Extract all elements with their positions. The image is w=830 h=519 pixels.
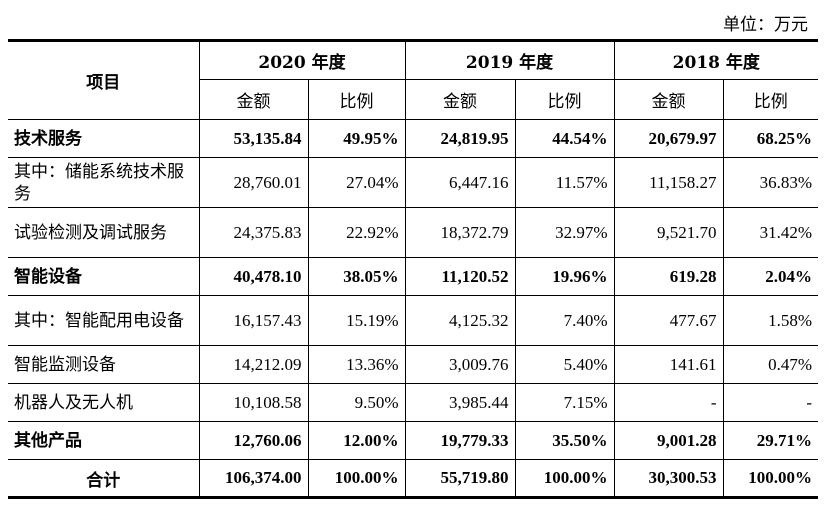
row-label: 智能监测设备 [8, 345, 200, 384]
cell: 22.92% [307, 207, 406, 258]
cell: 4,125.32 [404, 295, 516, 346]
cell: - [722, 383, 819, 422]
cell: 2.04% [722, 257, 819, 296]
table-row: 技术服务 53,135.84 49.95% 24,819.95 44.54% 2… [8, 119, 819, 158]
cell: 38.05% [307, 257, 406, 296]
cell: 100.00% [722, 459, 819, 499]
cell: 11.57% [514, 157, 615, 208]
header-ratio: 比例 [307, 79, 406, 120]
cell: 11,158.27 [613, 157, 724, 208]
row-label: 技术服务 [8, 119, 200, 158]
cell: 141.61 [613, 345, 724, 384]
row-label: 其他产品 [8, 421, 200, 460]
cell: 36.83% [722, 157, 819, 208]
cell: 6,447.16 [404, 157, 516, 208]
cell: 7.40% [514, 295, 615, 346]
cell: 19,779.33 [404, 421, 516, 460]
revenue-table: 项目 2020 年度 2019 年度 2018 年度 金额 比例 金额 比例 金… [8, 39, 819, 499]
table-row: 其中：智能配用电设备 16,157.43 15.19% 4,125.32 7.4… [8, 295, 819, 346]
cell: 24,819.95 [404, 119, 516, 158]
cell: 10,108.58 [198, 383, 309, 422]
cell: 19.96% [514, 257, 615, 296]
cell: 14,212.09 [198, 345, 309, 384]
header-item: 项目 [8, 39, 200, 120]
cell: 9,001.28 [613, 421, 724, 460]
header-year-2019: 2019 年度 [404, 39, 615, 80]
cell: 28,760.01 [198, 157, 309, 208]
cell: 49.95% [307, 119, 406, 158]
cell: 16,157.43 [198, 295, 309, 346]
row-label: 机器人及无人机 [8, 383, 200, 422]
row-label: 其中：智能配用电设备 [8, 295, 200, 346]
cell: 1.58% [722, 295, 819, 346]
cell: 106,374.00 [198, 459, 309, 499]
cell: 619.28 [613, 257, 724, 296]
table-row: 机器人及无人机 10,108.58 9.50% 3,985.44 7.15% -… [8, 383, 819, 422]
header-amount: 金额 [199, 79, 309, 120]
cell: 32.97% [514, 207, 615, 258]
cell: 55,719.80 [404, 459, 516, 499]
table-row: 智能设备 40,478.10 38.05% 11,120.52 19.96% 6… [8, 257, 819, 296]
total-label: 合计 [8, 459, 200, 499]
row-label: 智能设备 [8, 257, 200, 296]
cell: 0.47% [722, 345, 819, 384]
total-row: 合计 106,374.00 100.00% 55,719.80 100.00% … [8, 459, 819, 499]
cell: 30,300.53 [613, 459, 724, 499]
table-row: 试验检测及调试服务 24,375.83 22.92% 18,372.79 32.… [8, 207, 819, 258]
cell: 100.00% [514, 459, 615, 499]
cell: 68.25% [722, 119, 819, 158]
cell: 35.50% [514, 421, 615, 460]
cell: 53,135.84 [198, 119, 309, 158]
row-label: 其中：储能系统技术服务 [8, 157, 200, 208]
cell: 15.19% [307, 295, 406, 346]
table-row: 其他产品 12,760.06 12.00% 19,779.33 35.50% 9… [8, 421, 819, 460]
cell: 29.71% [722, 421, 819, 460]
cell: 12,760.06 [198, 421, 309, 460]
cell: 100.00% [307, 459, 406, 499]
cell: 5.40% [514, 345, 615, 384]
row-label: 试验检测及调试服务 [8, 207, 200, 258]
cell: 9,521.70 [613, 207, 724, 258]
cell: 3,985.44 [404, 383, 516, 422]
cell: 24,375.83 [198, 207, 309, 258]
cell: 44.54% [514, 119, 615, 158]
cell: 3,009.76 [404, 345, 516, 384]
cell: 31.42% [722, 207, 819, 258]
cell: 40,478.10 [198, 257, 309, 296]
header-amount: 金额 [613, 79, 724, 120]
cell: 7.15% [514, 383, 615, 422]
cell: 12.00% [307, 421, 406, 460]
cell: 27.04% [307, 157, 406, 208]
table-row: 其中：储能系统技术服务 28,760.01 27.04% 6,447.16 11… [8, 157, 819, 208]
table-row: 智能监测设备 14,212.09 13.36% 3,009.76 5.40% 1… [8, 345, 819, 384]
cell: - [613, 383, 724, 422]
cell: 20,679.97 [613, 119, 724, 158]
header-row-years: 项目 2020 年度 2019 年度 2018 年度 [8, 39, 819, 120]
unit-label: 单位：万元 [723, 15, 808, 35]
cell: 477.67 [613, 295, 724, 346]
cell: 13.36% [307, 345, 406, 384]
header-year-2018: 2018 年度 [613, 39, 819, 80]
cell: 11,120.52 [404, 257, 516, 296]
header-ratio: 比例 [722, 79, 819, 120]
header-amount: 金额 [404, 79, 516, 120]
cell: 9.50% [307, 383, 406, 422]
header-year-2020: 2020 年度 [198, 39, 406, 80]
cell: 18,372.79 [404, 207, 516, 258]
header-ratio: 比例 [514, 79, 615, 120]
